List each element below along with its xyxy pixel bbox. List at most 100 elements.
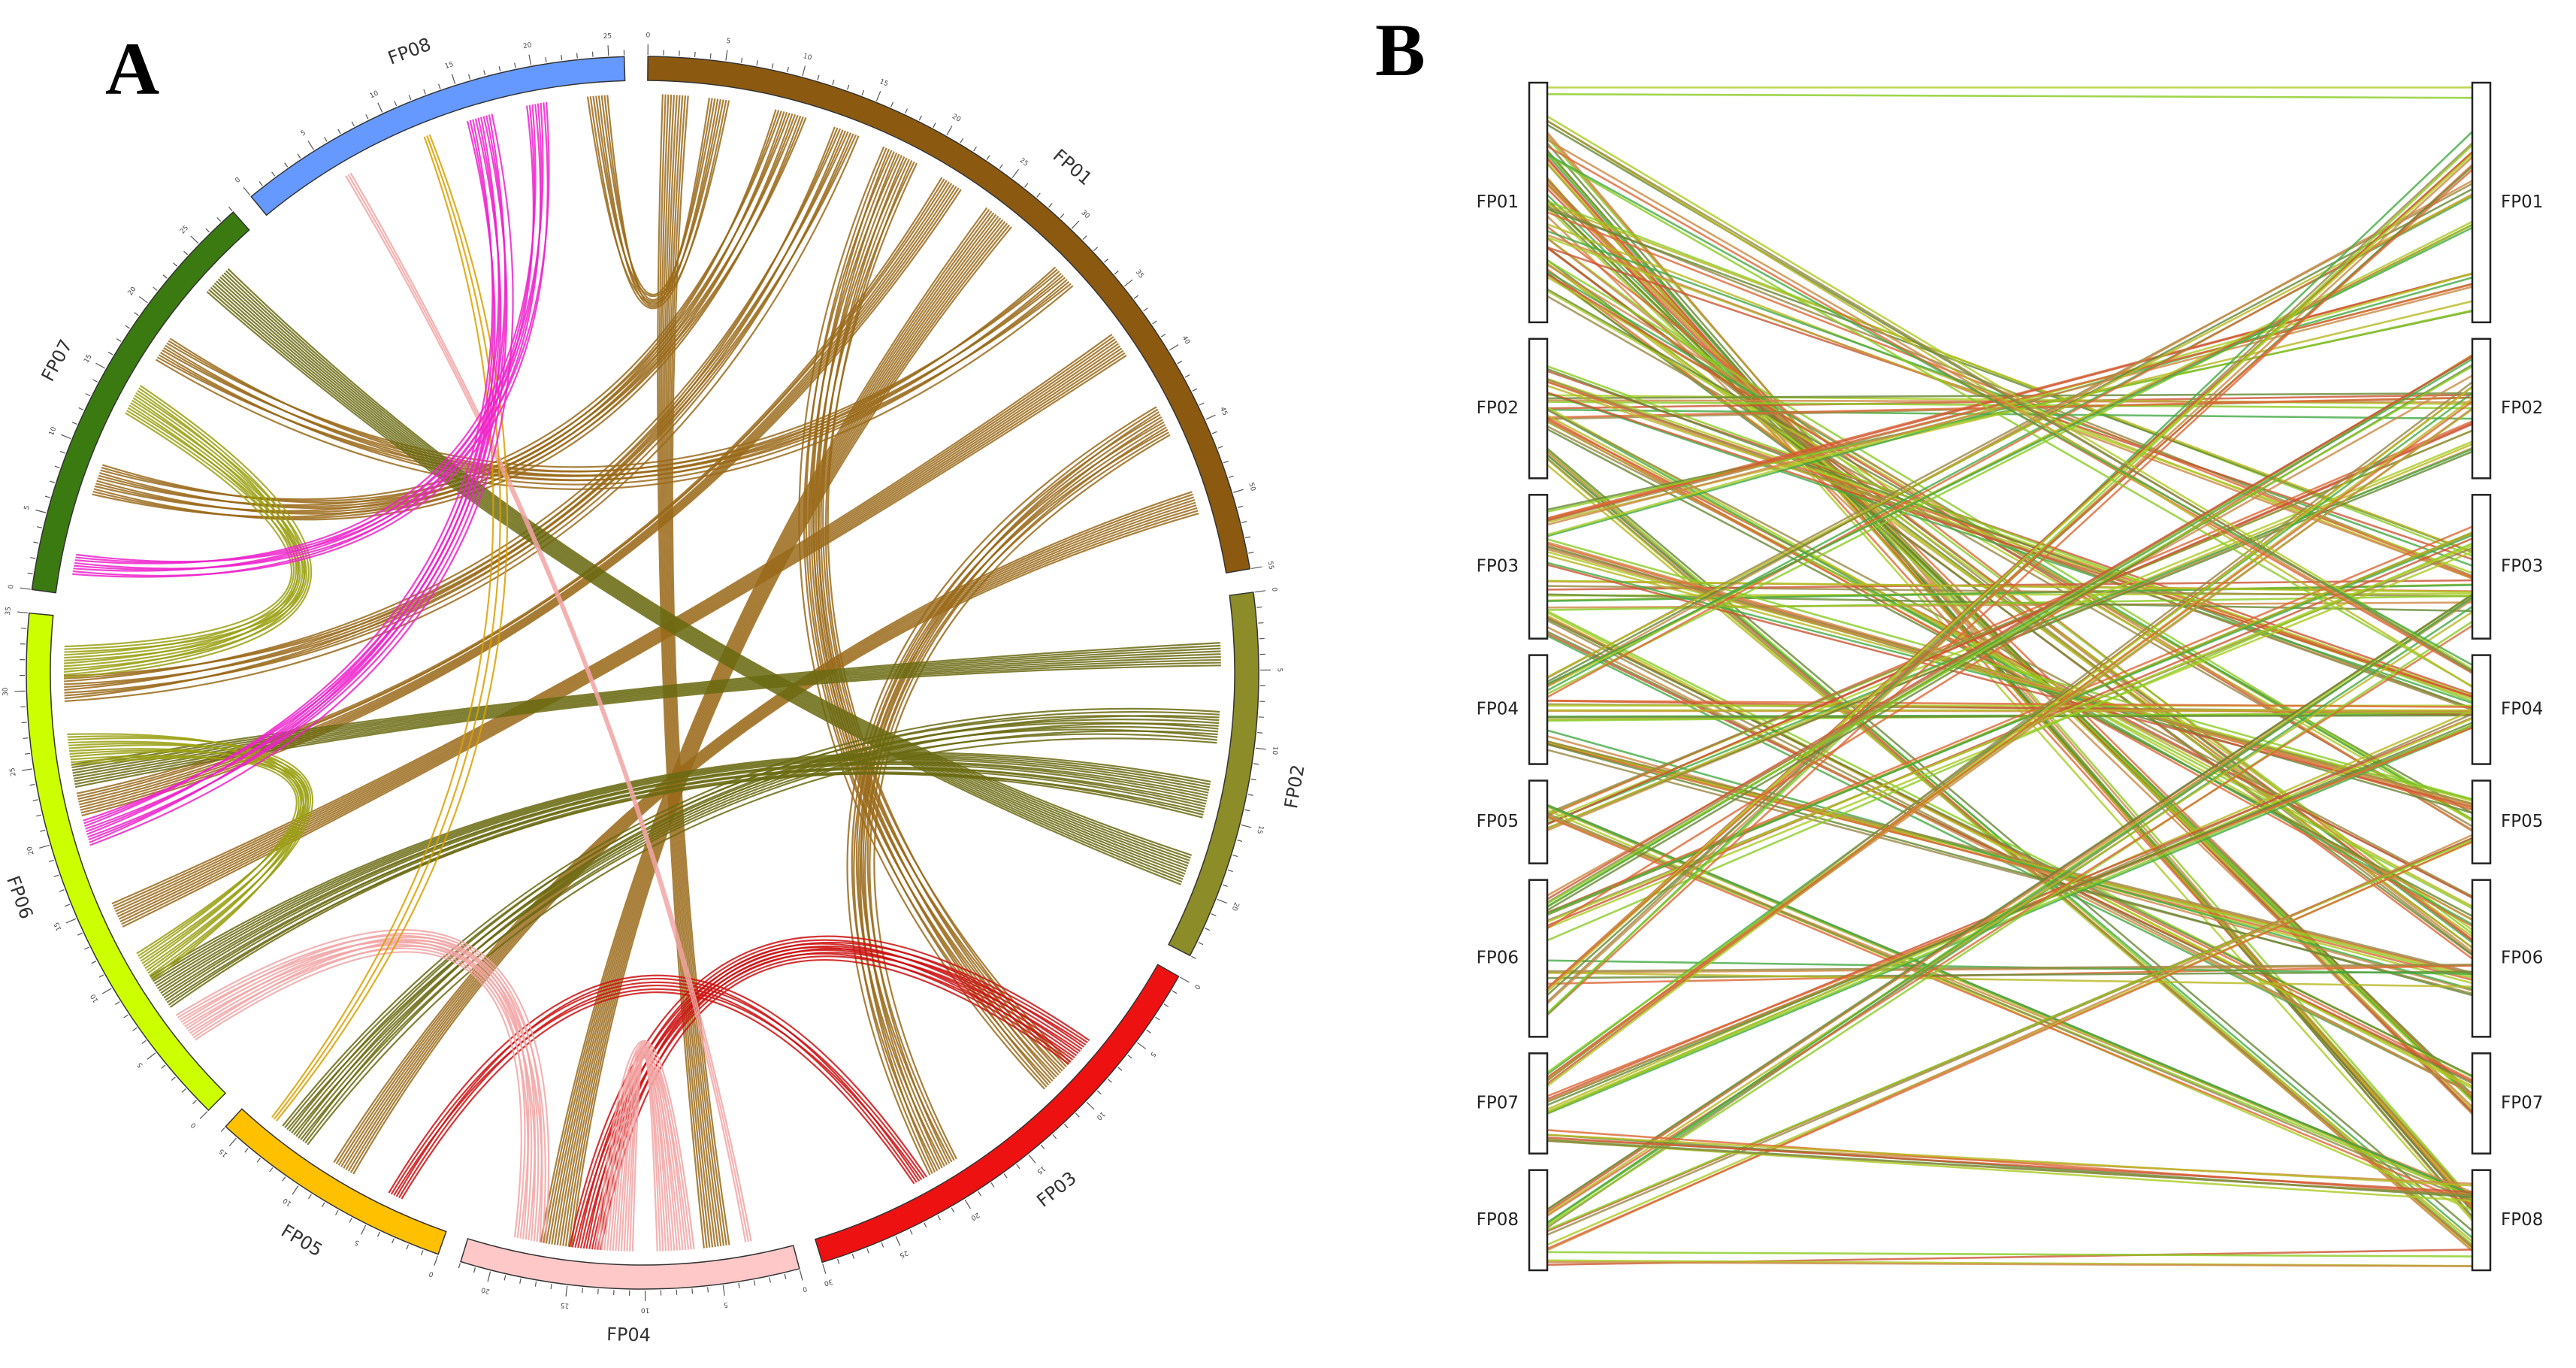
link-curve — [349, 510, 1199, 1173]
tick-mark — [59, 889, 65, 892]
link-curve — [68, 744, 311, 970]
right-bar-fp04 — [2471, 654, 2492, 765]
link-curve — [609, 1054, 681, 1251]
tick-mark — [1107, 1079, 1112, 1083]
link-curve — [594, 1040, 695, 1250]
tick-mark — [22, 768, 33, 771]
right-label-fp05: FP05 — [2501, 812, 2543, 831]
synteny-line — [1547, 386, 2473, 1087]
link-bundle — [586, 95, 730, 310]
tick-mark — [1258, 716, 1264, 718]
tick-mark — [1160, 333, 1166, 337]
left-label-fp04: FP04 — [1477, 700, 1519, 719]
link-curve — [67, 735, 309, 979]
link-curve — [631, 1052, 658, 1251]
right-bar-fp06 — [2471, 879, 2492, 1038]
ideogram-fp07 — [31, 210, 250, 594]
synteny-bundle — [1547, 180, 2473, 698]
link-curve — [165, 768, 1205, 1001]
tick-mark — [787, 66, 789, 73]
right-label-fp03: FP03 — [2501, 556, 2543, 576]
link-curve — [70, 755, 298, 960]
link-curve — [274, 135, 501, 1120]
tick-mark — [1241, 824, 1252, 828]
link-bundle — [92, 109, 807, 521]
tick-mark — [269, 1167, 274, 1173]
tick-label: 45 — [1218, 406, 1229, 417]
ideogram-fp04 — [460, 1237, 800, 1290]
tick-mark — [1114, 270, 1119, 275]
synteny-line — [1547, 1251, 2473, 1258]
link-bundle — [67, 733, 314, 982]
tick-mark — [147, 1052, 156, 1060]
tick-label: 0 — [1270, 587, 1278, 592]
tick-mark — [1152, 320, 1157, 325]
left-label-fp03: FP03 — [1477, 556, 1519, 576]
synteny-line — [1547, 377, 2473, 697]
link-curve — [810, 151, 1054, 1082]
tick-mark — [324, 137, 328, 142]
chromosome-bars — [1528, 81, 2492, 1272]
tick-mark — [243, 186, 251, 196]
synteny-line — [1547, 401, 2473, 1079]
link-curve — [657, 94, 705, 1248]
tick-mark — [36, 814, 42, 817]
tick-label: 0 — [1193, 983, 1202, 991]
link-curve — [562, 221, 1006, 1246]
tick-mark — [937, 1215, 941, 1221]
link-bundle — [540, 207, 1012, 1248]
tick-mark — [1184, 374, 1190, 378]
link-curve — [335, 493, 1193, 1164]
tick-label: 20 — [26, 845, 36, 855]
link-bundle — [388, 974, 927, 1200]
tick-mark — [183, 250, 189, 256]
link-bundle — [155, 266, 1074, 490]
tick-label: 0 — [428, 1270, 434, 1278]
panel-b-letter: B — [1375, 8, 1426, 92]
tick-mark — [54, 465, 60, 469]
right-label-fp08: FP08 — [2501, 1210, 2543, 1230]
link-curve — [333, 491, 1193, 1163]
link-bundle — [83, 113, 514, 846]
link-curve — [210, 286, 1184, 880]
tick-mark — [1205, 414, 1216, 420]
tick-mark — [468, 74, 471, 80]
link-curve — [543, 208, 990, 1243]
tick-mark — [17, 611, 28, 614]
tick-mark — [1016, 1164, 1020, 1170]
synteny-line — [1547, 408, 2473, 420]
synteny-line — [1547, 583, 2473, 602]
synteny-line — [1547, 611, 2473, 1215]
tick-mark — [1257, 731, 1263, 734]
tick-mark — [817, 74, 820, 80]
link-curve — [589, 95, 727, 310]
synteny-line — [1547, 970, 2473, 979]
tick-mark — [123, 1014, 128, 1018]
synteny-line — [1547, 804, 2473, 1196]
left-label-fp06: FP06 — [1477, 949, 1519, 968]
tick-mark — [1063, 1124, 1069, 1128]
link-curve — [300, 730, 1218, 1140]
tick-mark — [707, 1287, 709, 1293]
tick-mark — [1205, 928, 1211, 931]
tick-mark — [392, 1238, 395, 1244]
left-bar-fp04 — [1528, 654, 1549, 765]
link-curve — [815, 155, 1060, 1076]
tick-mark — [1011, 168, 1019, 178]
synteny-line — [1547, 806, 2473, 1197]
synteny-bundle — [1547, 86, 2473, 99]
link-bundle — [111, 334, 1127, 928]
right-bar-fp03 — [2471, 494, 2492, 640]
link-curve — [64, 402, 301, 659]
link-curve — [67, 733, 304, 982]
tick-mark — [199, 1111, 208, 1119]
tick-mark — [769, 1277, 771, 1283]
tick-mark — [59, 450, 65, 454]
tick-mark — [284, 162, 289, 168]
link-curve — [606, 1048, 684, 1251]
link-curve — [623, 1051, 667, 1251]
link-curve — [822, 156, 1062, 1074]
synteny-line — [1547, 743, 2473, 981]
link-curve — [667, 95, 722, 1247]
panel-a-letter: A — [105, 27, 159, 110]
